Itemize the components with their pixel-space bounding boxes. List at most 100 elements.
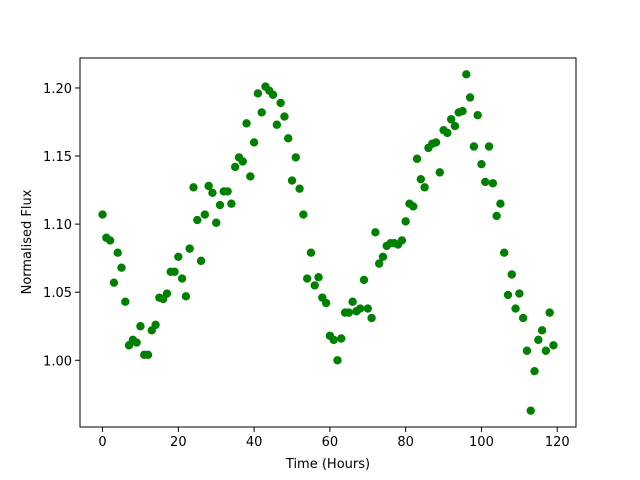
point bbox=[499, 248, 509, 257]
point bbox=[253, 89, 263, 98]
point bbox=[215, 200, 225, 210]
point bbox=[496, 199, 505, 208]
point bbox=[446, 115, 456, 124]
point bbox=[378, 252, 388, 261]
point bbox=[284, 134, 293, 143]
point bbox=[465, 93, 475, 102]
point bbox=[193, 215, 202, 225]
point bbox=[363, 304, 372, 313]
y-tick-label: 1.20 bbox=[43, 82, 72, 97]
point bbox=[401, 217, 410, 226]
y-tick-label: 1.10 bbox=[43, 218, 72, 233]
point bbox=[238, 157, 247, 166]
point bbox=[302, 274, 312, 283]
x-tick-label: 40 bbox=[246, 435, 263, 450]
point bbox=[132, 338, 141, 347]
point bbox=[268, 90, 278, 99]
point bbox=[249, 138, 259, 147]
point bbox=[174, 252, 183, 261]
point bbox=[272, 120, 282, 129]
y-tick-label: 1.05 bbox=[43, 286, 72, 301]
point bbox=[503, 290, 513, 300]
point bbox=[246, 172, 255, 181]
point bbox=[356, 304, 365, 313]
point bbox=[257, 108, 266, 117]
point bbox=[121, 297, 130, 306]
x-tick-label: 60 bbox=[322, 435, 339, 450]
point bbox=[431, 138, 441, 147]
point bbox=[477, 160, 486, 169]
point bbox=[518, 313, 528, 323]
point bbox=[469, 142, 479, 151]
point bbox=[462, 70, 471, 79]
point bbox=[450, 121, 460, 131]
point bbox=[136, 322, 145, 331]
point bbox=[151, 320, 160, 330]
point bbox=[204, 181, 213, 191]
point bbox=[329, 335, 338, 345]
y-axis-label: Normalised Flux bbox=[20, 189, 35, 294]
point bbox=[488, 179, 498, 188]
x-tick-label: 80 bbox=[397, 435, 414, 450]
point bbox=[371, 228, 380, 237]
point bbox=[412, 154, 422, 163]
point bbox=[321, 298, 331, 308]
point bbox=[443, 128, 452, 138]
x-tick-label: 120 bbox=[545, 435, 570, 450]
point bbox=[105, 236, 115, 245]
point bbox=[333, 356, 342, 365]
point bbox=[181, 292, 191, 301]
y-tick-label: 1.15 bbox=[43, 150, 72, 165]
point bbox=[545, 308, 554, 317]
point bbox=[212, 218, 221, 227]
point bbox=[537, 326, 547, 335]
point bbox=[416, 174, 426, 184]
point bbox=[522, 346, 532, 355]
x-tick-label: 0 bbox=[98, 435, 106, 450]
point bbox=[310, 281, 319, 290]
point bbox=[280, 112, 289, 121]
point bbox=[511, 304, 520, 313]
point bbox=[526, 406, 535, 415]
point bbox=[367, 313, 376, 323]
point bbox=[534, 335, 543, 345]
point bbox=[170, 267, 179, 276]
point bbox=[481, 177, 490, 187]
point bbox=[189, 183, 198, 192]
point bbox=[530, 366, 539, 376]
plot-frame bbox=[79, 57, 577, 428]
point bbox=[196, 256, 206, 266]
point bbox=[549, 341, 558, 350]
point bbox=[492, 211, 501, 221]
point bbox=[117, 263, 126, 272]
point bbox=[314, 273, 323, 282]
point bbox=[515, 289, 524, 298]
point bbox=[227, 199, 236, 208]
point bbox=[113, 248, 122, 257]
point bbox=[98, 210, 107, 219]
point bbox=[223, 187, 232, 196]
point bbox=[473, 110, 482, 120]
point bbox=[541, 346, 551, 355]
point bbox=[299, 210, 308, 219]
x-axis-label: Time (Hours) bbox=[285, 457, 370, 472]
point bbox=[185, 244, 194, 253]
point bbox=[359, 275, 369, 285]
point bbox=[507, 270, 516, 279]
point bbox=[344, 308, 354, 317]
point bbox=[143, 350, 153, 360]
point bbox=[409, 202, 418, 211]
point bbox=[484, 142, 494, 151]
point bbox=[374, 259, 384, 268]
point bbox=[177, 274, 187, 283]
point bbox=[306, 248, 316, 257]
point bbox=[420, 183, 429, 192]
point bbox=[291, 153, 300, 162]
x-tick-label: 100 bbox=[469, 435, 494, 450]
point bbox=[276, 98, 285, 108]
point bbox=[397, 236, 407, 245]
y-tick-label: 1.00 bbox=[43, 354, 72, 369]
x-tick-label: 20 bbox=[170, 435, 187, 450]
